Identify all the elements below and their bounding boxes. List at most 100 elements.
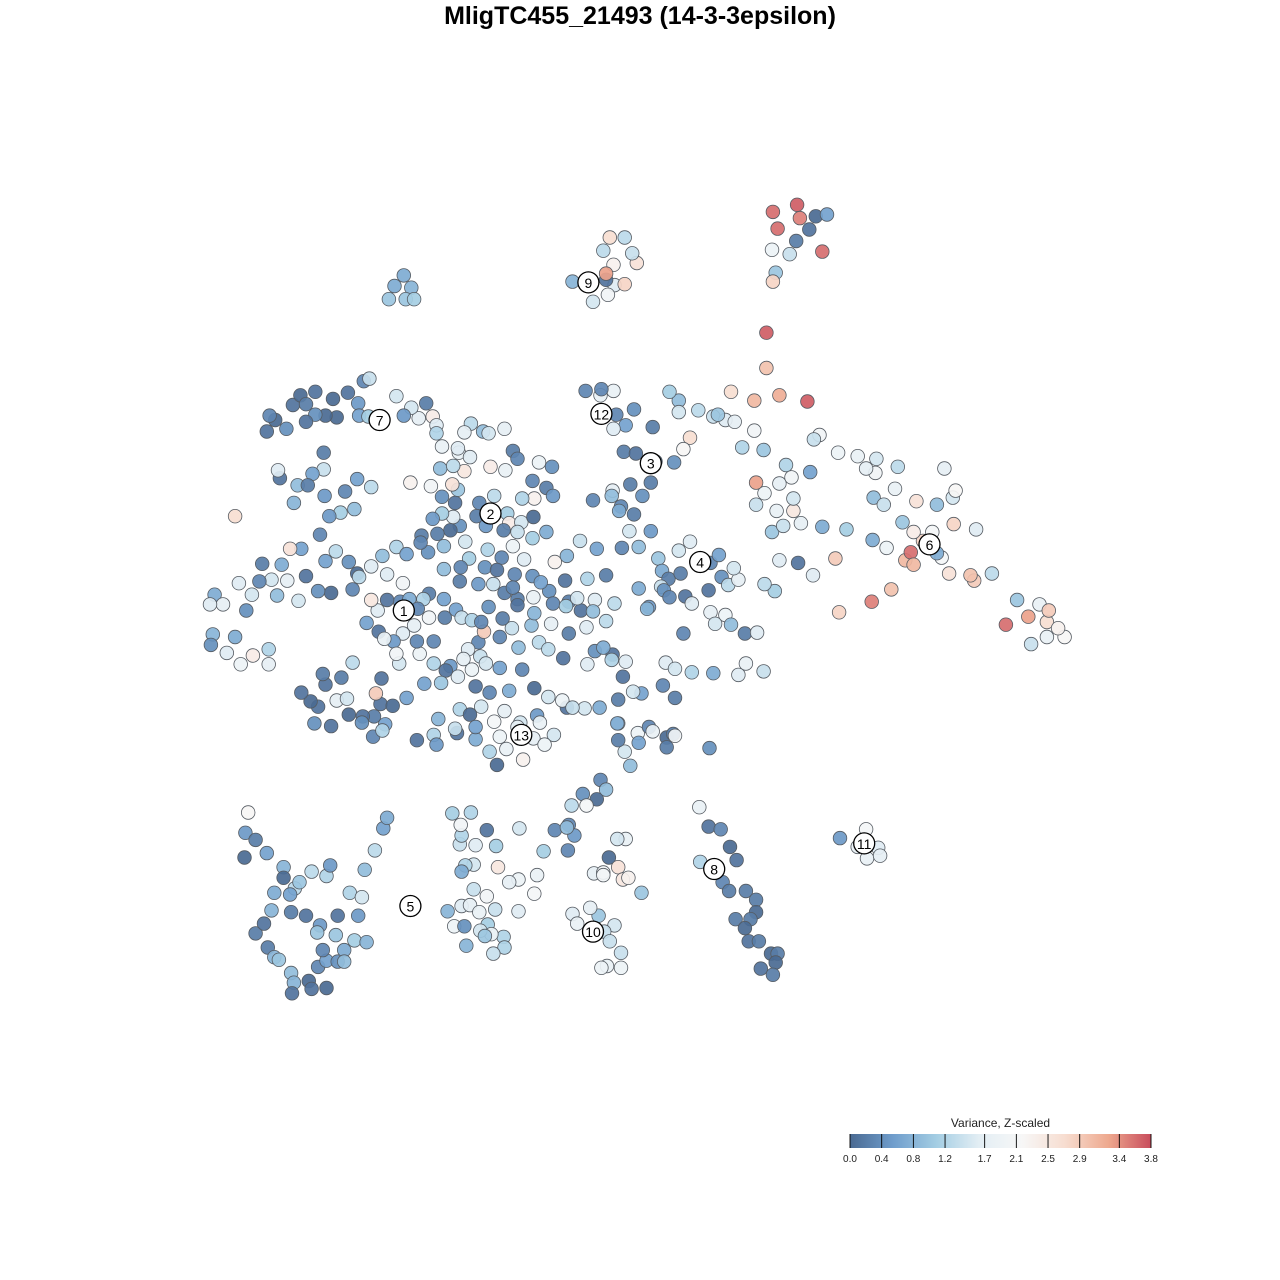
cluster-label-marker (577, 271, 600, 294)
data-point (667, 728, 683, 744)
legend-title: Variance, Z-scaled (951, 1116, 1050, 1130)
cluster-label-marker (703, 857, 726, 881)
data-point (887, 481, 903, 497)
data-point (395, 626, 411, 641)
cluster-label-marker (918, 533, 941, 556)
data-point (466, 882, 481, 897)
data-point (459, 938, 474, 953)
data-point (676, 441, 691, 457)
data-point (592, 700, 607, 715)
data-point (292, 875, 307, 890)
data-point (510, 598, 525, 613)
data-point (294, 685, 309, 700)
cluster-label-12: 12 (590, 402, 613, 426)
data-point (525, 473, 540, 489)
data-point (492, 660, 508, 676)
data-point (876, 497, 892, 512)
data-point (477, 560, 493, 575)
data-point (573, 603, 589, 618)
data-point (782, 246, 797, 262)
data-point (347, 933, 362, 948)
data-point (607, 596, 622, 611)
data-point (751, 934, 767, 949)
data-point (357, 862, 372, 878)
data-point (450, 441, 466, 456)
data-point (547, 823, 563, 838)
data-point (227, 629, 243, 645)
data-point (984, 566, 1000, 581)
data-point (515, 491, 530, 506)
data-point (610, 831, 625, 847)
data-point (431, 711, 446, 727)
data-point (399, 690, 414, 706)
data-point (304, 864, 319, 879)
data-point (792, 210, 808, 226)
data-point (316, 445, 331, 460)
data-point (479, 889, 495, 904)
data-point (738, 656, 754, 671)
data-point (778, 457, 794, 473)
data-point (815, 244, 830, 259)
data-point (747, 423, 762, 438)
data-point (430, 526, 445, 542)
data-point (682, 534, 698, 549)
cluster-label-text: 12 (594, 406, 610, 422)
data-point (830, 445, 846, 460)
data-point (492, 729, 508, 744)
data-point (515, 752, 531, 767)
data-point (527, 491, 542, 506)
data-point (479, 823, 495, 838)
data-point (452, 574, 468, 589)
data-point (765, 967, 781, 983)
data-point (259, 424, 275, 439)
data-point (412, 646, 427, 662)
data-point (203, 637, 219, 653)
data-point (471, 576, 486, 592)
data-point (298, 908, 314, 923)
data-point (515, 662, 530, 677)
data-point (389, 646, 404, 662)
data-point (499, 741, 514, 757)
data-point (832, 830, 848, 846)
data-point (429, 737, 444, 752)
data-point (319, 980, 334, 996)
data-point (502, 875, 517, 890)
data-point (375, 723, 390, 738)
data-point (494, 550, 509, 565)
data-point (374, 671, 389, 686)
data-point (298, 397, 314, 412)
data-point (768, 955, 783, 970)
data-point (264, 572, 279, 587)
data-point (557, 573, 573, 588)
data-point (527, 886, 542, 901)
data-point (364, 559, 379, 574)
data-point (737, 626, 753, 641)
data-point (308, 384, 323, 400)
data-point (800, 394, 815, 409)
cluster-label-text: 2 (487, 506, 495, 522)
data-point (239, 603, 254, 618)
cluster-label-marker (392, 599, 415, 622)
data-point (753, 961, 769, 976)
data-point (259, 845, 275, 861)
data-point (828, 551, 843, 566)
data-point (323, 718, 339, 734)
data-point (667, 661, 683, 677)
data-point (434, 439, 450, 454)
data-point (850, 449, 865, 464)
data-point (721, 883, 737, 899)
data-point (884, 582, 899, 597)
data-point (480, 542, 495, 557)
data-point (341, 554, 357, 570)
data-point (385, 698, 400, 714)
data-point (786, 503, 801, 519)
data-point (963, 568, 978, 583)
data-point (502, 683, 517, 699)
data-point (464, 662, 480, 677)
data-point (270, 463, 286, 478)
data-point (512, 821, 527, 836)
data-point (559, 548, 575, 564)
data-point (723, 617, 739, 632)
data-point (803, 464, 818, 480)
data-point (815, 519, 830, 535)
